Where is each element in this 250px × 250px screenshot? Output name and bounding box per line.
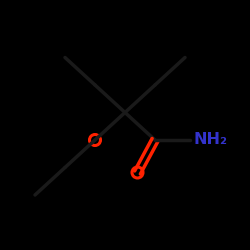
Text: NH₂: NH₂ [194, 132, 228, 148]
